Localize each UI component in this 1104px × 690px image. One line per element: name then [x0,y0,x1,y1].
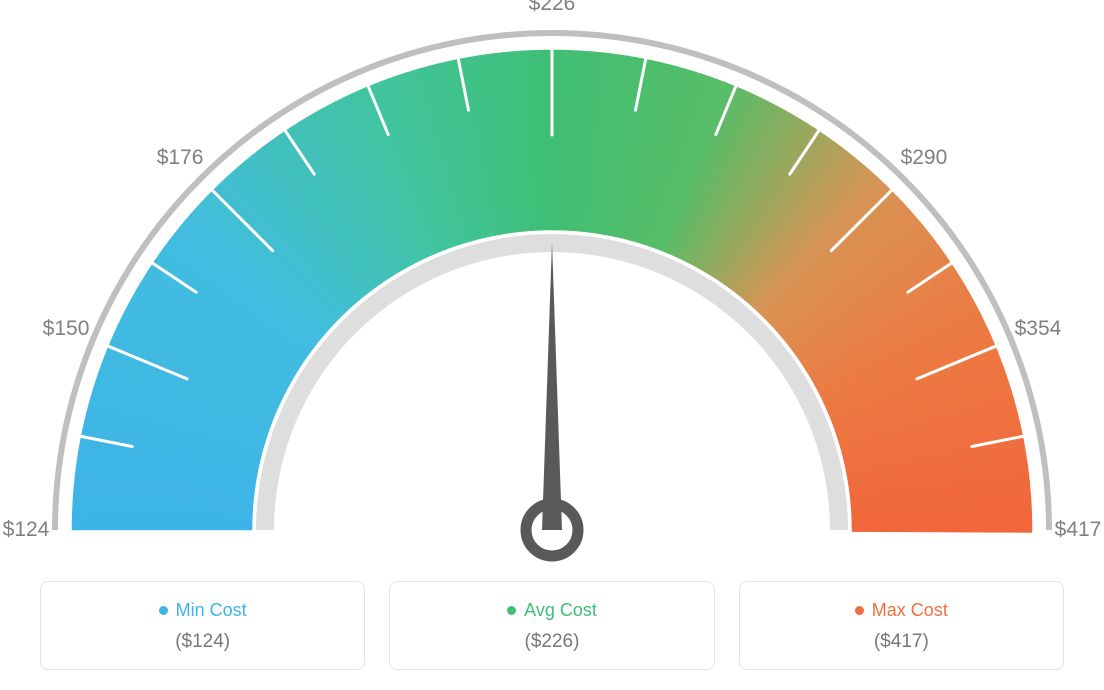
gauge-tick-label: $417 [1055,518,1102,542]
legend-title-text: Avg Cost [524,600,597,621]
legend-card-max-cost: Max Cost ($417) [739,581,1064,670]
gauge-tick-label: $354 [1015,317,1062,341]
legend-card-min-cost: Min Cost ($124) [40,581,365,670]
legend-dot-icon [159,606,168,615]
gauge-tick-label: $176 [157,146,204,170]
gauge-tick-label: $290 [901,146,948,170]
legend-dot-icon [507,606,516,615]
legend-title: Max Cost [855,600,948,621]
legend-title: Avg Cost [507,600,597,621]
gauge-tick-label: $124 [3,518,50,542]
gauge-chart: $124 $150 $176 $226 $290 $354 $417 [0,0,1104,570]
legend-title-text: Max Cost [872,600,948,621]
legend-title: Min Cost [159,600,247,621]
gauge-tick-label: $226 [529,0,576,16]
legend-dot-icon [855,606,864,615]
legend-card-avg-cost: Avg Cost ($226) [389,581,714,670]
gauge-infographic: $124 $150 $176 $226 $290 $354 $417 Min Cost ($1… [0,0,1104,690]
legend-value: ($417) [750,631,1053,653]
gauge-tick-label: $150 [43,317,90,341]
legend-row: Min Cost ($124) Avg Cost ($226) Max Cost ($41… [40,581,1064,670]
gauge-svg [0,0,1104,570]
legend-value: ($124) [51,631,354,653]
legend-value: ($226) [400,631,703,653]
needle [542,242,562,530]
legend-title-text: Min Cost [176,600,247,621]
